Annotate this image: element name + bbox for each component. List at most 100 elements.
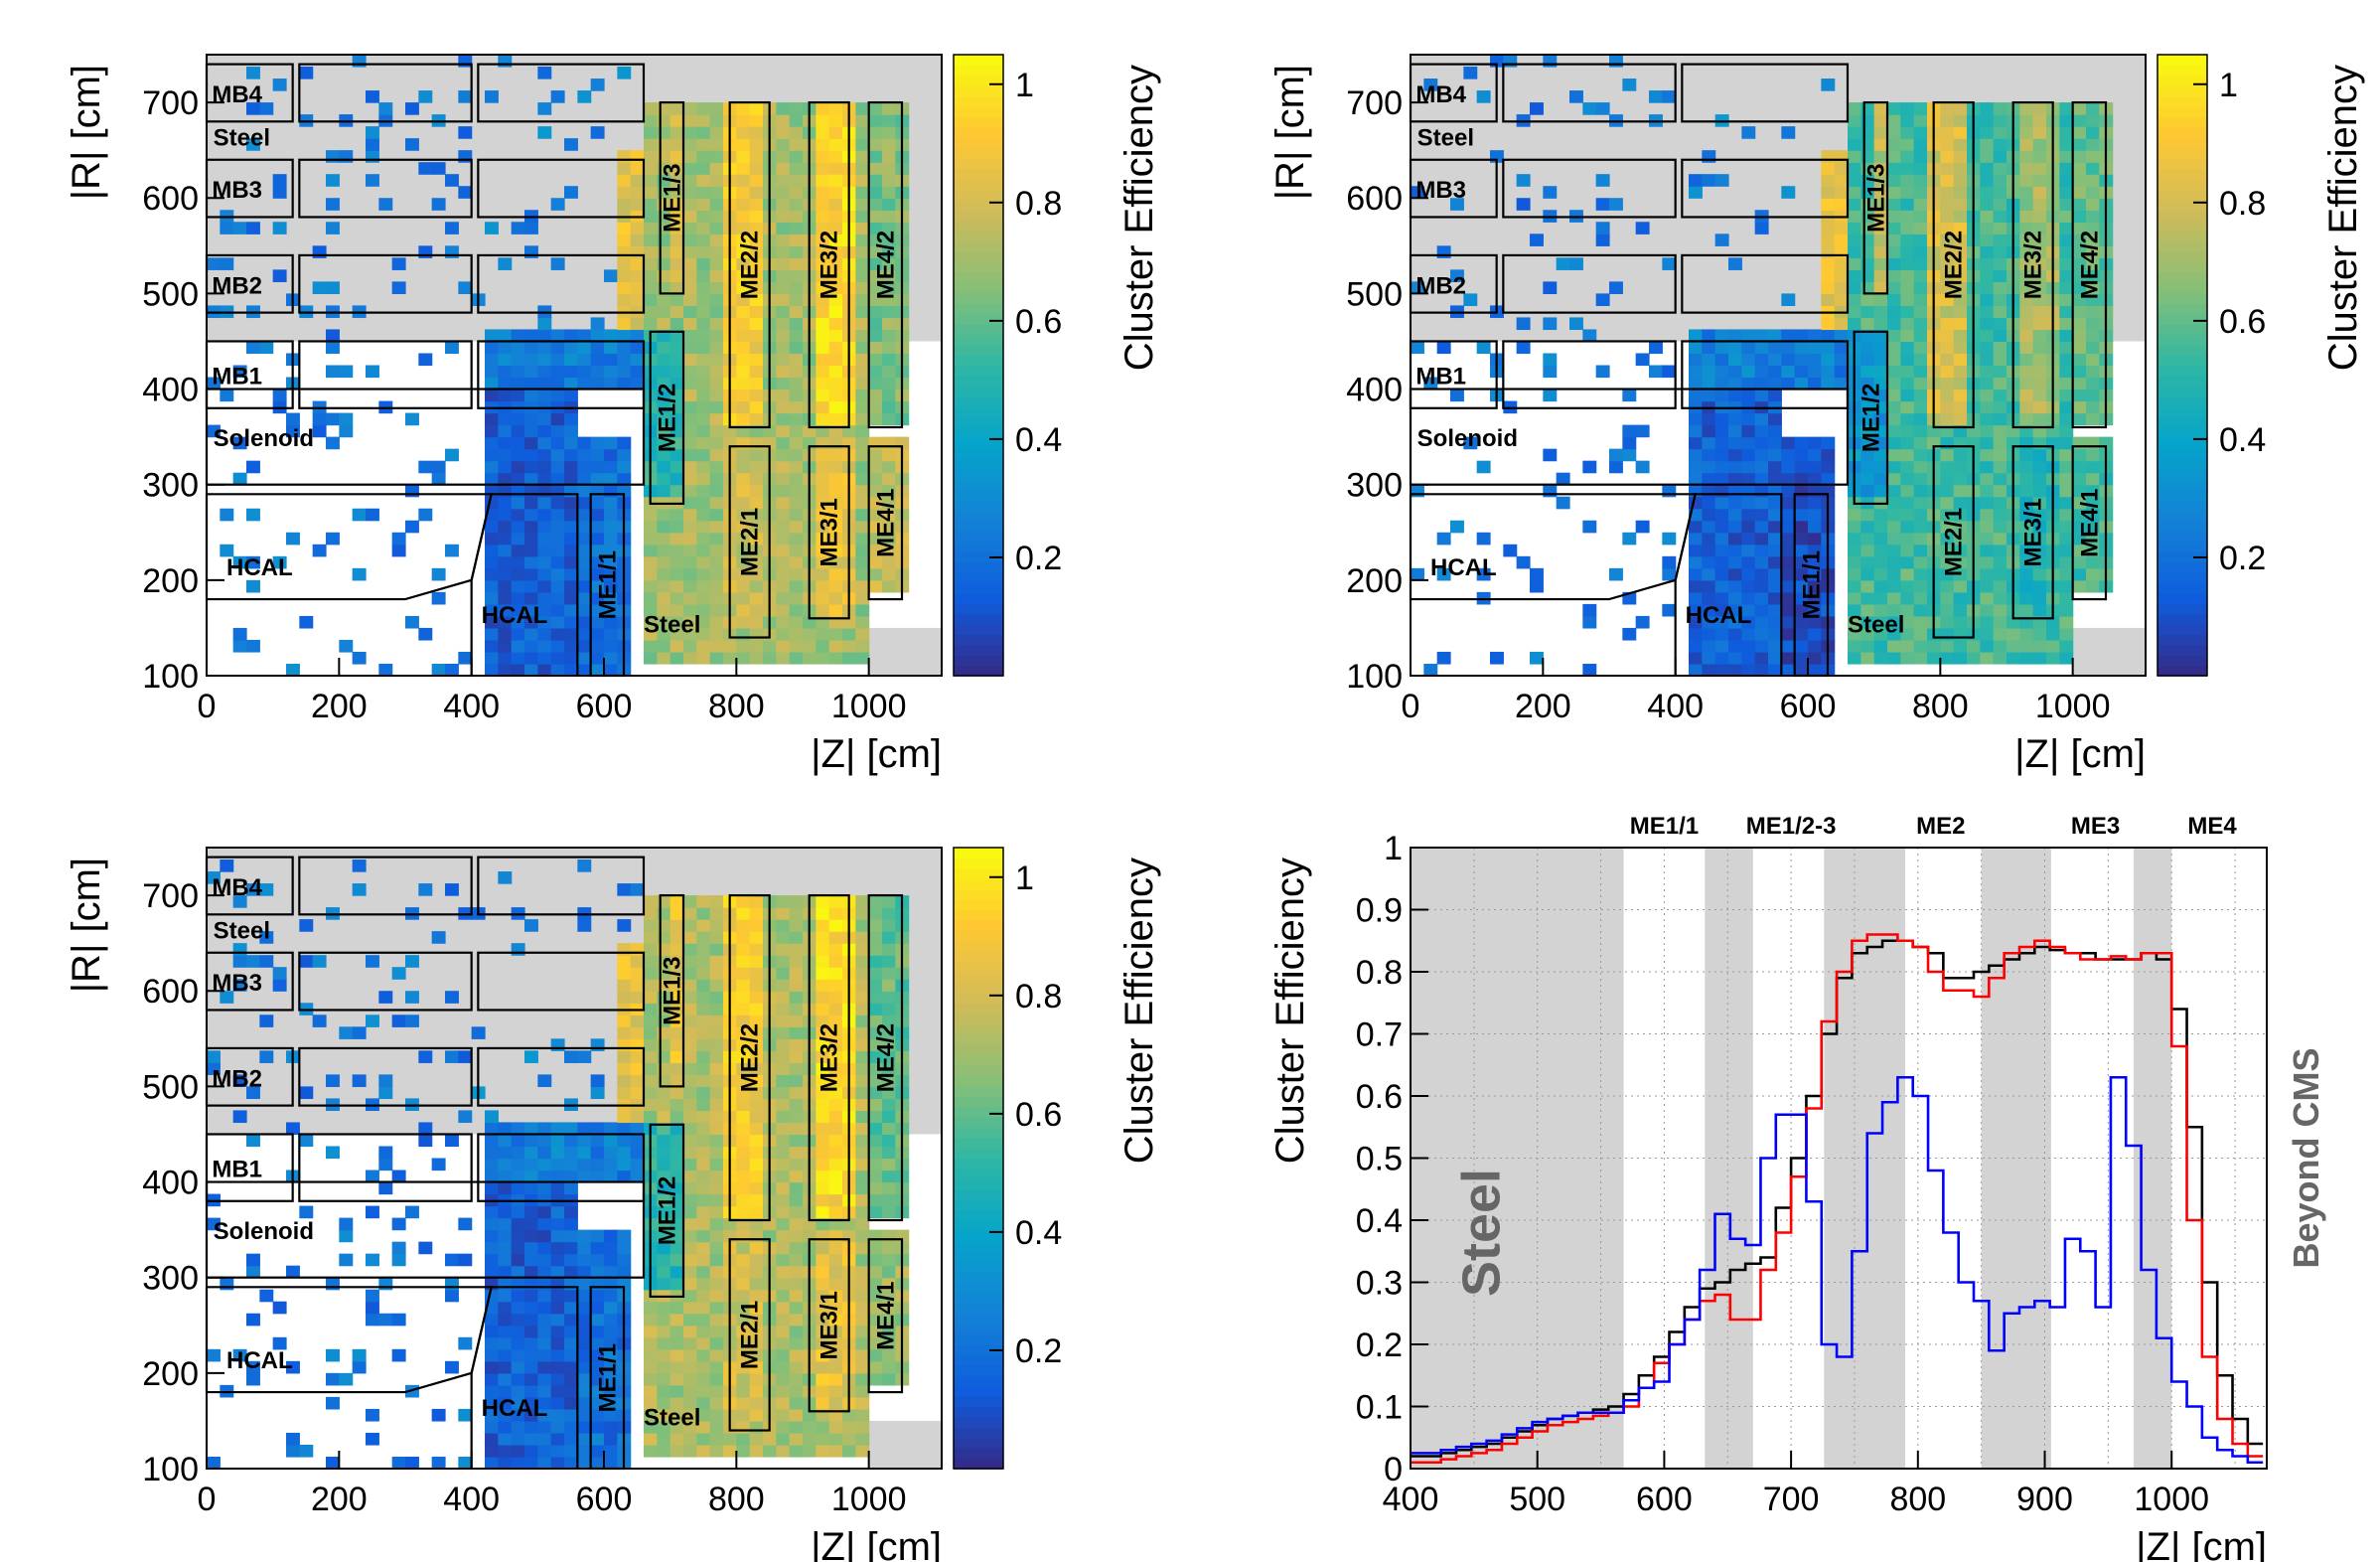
heatmap-cell bbox=[1940, 174, 1955, 187]
heatmap-cell bbox=[657, 1026, 671, 1039]
heatmap-cell bbox=[882, 114, 896, 127]
heatmap-cell bbox=[868, 448, 883, 462]
heatmap-cell bbox=[1741, 126, 1756, 139]
heatmap-panel-2: ME1/1ME1/2ME1/3ME2/1ME2/2ME3/1ME3/2ME4/1… bbox=[1268, 54, 2365, 776]
heatmap-cell bbox=[604, 436, 618, 450]
heatmap-cell bbox=[339, 639, 354, 653]
heatmap-cell bbox=[669, 603, 684, 617]
heatmap-cell bbox=[816, 1277, 830, 1291]
heatmap-cell bbox=[1860, 544, 1875, 557]
heatmap-cell bbox=[2019, 341, 2034, 355]
heatmap-cell bbox=[776, 1265, 791, 1279]
heatmap-cell bbox=[232, 472, 247, 486]
heatmap-cell bbox=[855, 210, 870, 223]
heatmap-cell bbox=[630, 1170, 645, 1183]
heatmap-cell bbox=[749, 162, 764, 175]
heatmap-cell bbox=[1927, 639, 1941, 653]
heatmap-cell bbox=[1980, 269, 1995, 282]
heatmap-cell bbox=[736, 1420, 751, 1434]
heatmap-cell bbox=[1754, 508, 1769, 522]
heatmap-cell bbox=[564, 1432, 578, 1446]
heatmap-cell bbox=[537, 484, 552, 498]
heatmap-cell bbox=[868, 305, 883, 319]
heatmap-cell bbox=[709, 1301, 724, 1315]
heatmap-cell bbox=[564, 1408, 578, 1422]
station-label: ME4/1 bbox=[2076, 488, 2103, 556]
heatmap-cell bbox=[669, 1277, 684, 1291]
heatmap-cell bbox=[1860, 269, 1875, 282]
heatmap-cell bbox=[590, 1253, 605, 1267]
heatmap-cell bbox=[524, 544, 538, 557]
heatmap-cell bbox=[630, 234, 645, 246]
heatmap-cell bbox=[1980, 448, 1995, 462]
heatmap-cell bbox=[485, 460, 499, 474]
heatmap-cell bbox=[1873, 365, 1888, 379]
heatmap-cell bbox=[644, 943, 658, 956]
heatmap-cell bbox=[1848, 544, 1861, 557]
heatmap-cell bbox=[1808, 567, 1822, 581]
heatmap-cell bbox=[669, 174, 684, 187]
heatmap-cell bbox=[524, 1146, 538, 1160]
colorbar-segment bbox=[2157, 427, 2207, 439]
heatmap-cell bbox=[789, 615, 804, 629]
heatmap-cell bbox=[2032, 234, 2047, 246]
heatmap-cell bbox=[431, 1408, 446, 1422]
heatmap-cell bbox=[1913, 508, 1928, 522]
barrel-box bbox=[298, 856, 473, 916]
heatmap-cell bbox=[2046, 627, 2060, 641]
heatmap-cell bbox=[2072, 162, 2087, 175]
heatmap-cell bbox=[1609, 460, 1623, 474]
heatmap-cell bbox=[882, 496, 896, 510]
heatmap-cell bbox=[816, 943, 830, 956]
heatmap-cell bbox=[789, 651, 804, 665]
colorbar-segment bbox=[2157, 458, 2207, 470]
heatmap-cell bbox=[498, 55, 513, 68]
heatmap-cell bbox=[1741, 579, 1756, 593]
heatmap-cell bbox=[511, 1313, 525, 1327]
heatmap-cell bbox=[868, 1205, 883, 1219]
heatmap-cell bbox=[1953, 651, 1968, 665]
heatmap-cell bbox=[709, 979, 724, 992]
heatmap-cell bbox=[485, 1229, 499, 1243]
heatmap-cell bbox=[617, 460, 632, 474]
heatmap-cell bbox=[2059, 436, 2074, 450]
heatmap-cell bbox=[577, 496, 592, 510]
heatmap-cell bbox=[485, 1170, 499, 1183]
colorbar-segment bbox=[954, 168, 1003, 180]
heatmap-cell bbox=[669, 424, 684, 438]
heatmap-cell bbox=[669, 1003, 684, 1015]
heatmap-cell bbox=[498, 603, 513, 617]
heatmap-cell bbox=[696, 1301, 711, 1315]
heatmap-cell bbox=[1794, 365, 1809, 379]
heatmap-cell bbox=[1860, 567, 1875, 581]
heatmap-cell bbox=[1728, 389, 1742, 402]
heatmap-cell bbox=[630, 1134, 645, 1148]
heatmap-cell bbox=[669, 1026, 684, 1039]
heatmap-cell bbox=[709, 1277, 724, 1291]
heatmap-cell bbox=[749, 1384, 764, 1398]
heatmap-cell bbox=[590, 377, 605, 390]
heatmap-cell bbox=[1411, 186, 1424, 199]
heatmap-cell bbox=[1834, 293, 1849, 307]
heatmap-cell bbox=[1808, 508, 1822, 522]
heatmap-cell bbox=[550, 1372, 565, 1386]
heatmap-cell bbox=[644, 907, 658, 920]
heatmap-cell bbox=[789, 1241, 804, 1255]
heatmap-cell bbox=[2032, 317, 2047, 331]
heatmap-cell bbox=[299, 955, 314, 968]
heatmap-cell bbox=[669, 1110, 684, 1124]
colorbar-segment bbox=[954, 1064, 1003, 1076]
heatmap-cell bbox=[1848, 651, 1861, 665]
heatmap-cell bbox=[736, 979, 751, 992]
y-tick-label: 300 bbox=[1346, 467, 1403, 505]
heatmap-cell bbox=[736, 484, 751, 498]
heatmap-cell bbox=[1516, 174, 1531, 187]
heatmap-cell bbox=[669, 210, 684, 223]
heatmap-cell bbox=[246, 1086, 260, 1100]
heatmap-cell bbox=[1728, 460, 1742, 474]
heatmap-cell bbox=[511, 1122, 525, 1136]
heatmap-cell bbox=[524, 484, 538, 498]
heatmap-cell bbox=[1582, 102, 1597, 115]
heatmap-cell bbox=[789, 532, 804, 546]
heatmap-cell bbox=[669, 931, 684, 944]
